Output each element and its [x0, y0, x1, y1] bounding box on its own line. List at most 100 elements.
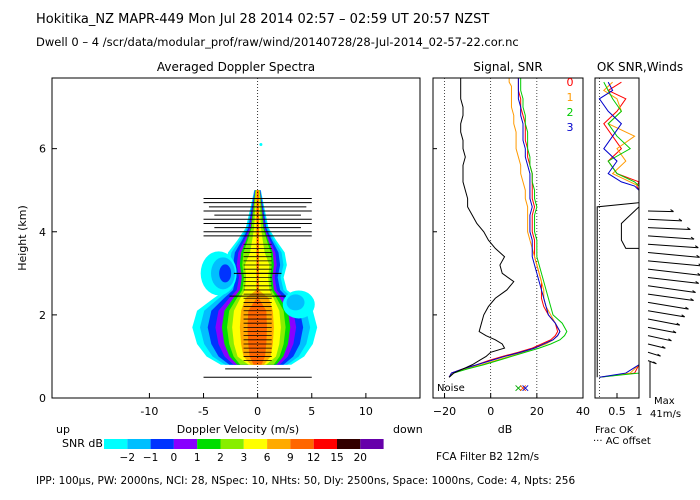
fca-filter-label: FCA Filter B2 12m/s — [436, 451, 539, 463]
winds-frame — [594, 77, 640, 399]
footer-params: IPP: 100µs, PW: 2000ns, NCI: 28, NSpec: … — [36, 475, 575, 487]
colorbar-cell — [220, 439, 244, 449]
wind-barb — [647, 343, 666, 349]
colorbar-cell — [313, 439, 337, 449]
spectra-ytick-label: 6 — [39, 143, 46, 156]
signal-series-signal — [448, 78, 515, 378]
spectra-title: Averaged Doppler Spectra — [157, 60, 315, 74]
wind-barb — [647, 276, 699, 284]
down-label: down — [393, 423, 423, 436]
noise-marker-blue: × — [521, 382, 530, 395]
colorbar-tick-label: 20 — [354, 452, 367, 464]
snr-colorbar: SNR dB −2 −1 0 1 2 3 6 9 12 15 20 — [62, 437, 384, 464]
spectra-lobe-left-inner — [219, 264, 232, 283]
colorbar-tick-label: −2 — [120, 452, 135, 464]
spectra-xtick-label: -5 — [198, 405, 209, 418]
colorbar-cell — [267, 439, 291, 449]
signal-series-2 — [448, 78, 568, 378]
wind-barb-head — [681, 314, 685, 318]
wind-barb-head — [694, 245, 699, 249]
wind-barb-head — [690, 236, 695, 240]
max-label: Max — [654, 396, 675, 407]
colorbar-tick-label: 15 — [330, 452, 343, 464]
signal-xtick-label: −20 — [433, 405, 456, 418]
signal-series-1 — [448, 78, 561, 378]
spectra-ytick-label: 0 — [39, 392, 46, 405]
series-legend-3: 3 — [567, 121, 574, 134]
doppler-spectra-panel: Averaged Doppler Spectra -10 -5 0 5 10 0 2 4 6 H… — [16, 60, 423, 436]
max-speed-label: 41m/s — [650, 409, 681, 420]
signal-snr-panel: Signal, SNR ××× −20 0 20 40 dB Noise FCA Fi… — [432, 60, 590, 463]
wind-barb-head — [672, 330, 677, 334]
wind-barb — [647, 285, 696, 294]
header-station-line: Hokitika_NZ MAPR-449 Mon Jul 28 2014 02:… — [36, 12, 489, 27]
spectra-marks — [192, 78, 318, 398]
wind-barb — [647, 268, 700, 276]
spectra-xlabel: Doppler Velocity (m/s) — [177, 423, 299, 436]
wind-barb — [647, 301, 689, 310]
signal-xtick-label: 20 — [530, 405, 544, 418]
spectra-xtick-label: 10 — [359, 405, 373, 418]
wind-barb-head — [676, 322, 681, 326]
spectra-xtick-label: 0 — [254, 405, 261, 418]
wind-barb-head — [653, 361, 657, 365]
wind-barb — [647, 335, 672, 342]
wind-barb — [647, 227, 691, 231]
winds-legend: 0 1 2 3 — [567, 76, 574, 134]
spectra-ylabel: Height (km) — [16, 205, 29, 271]
colorbar-tick-label: 12 — [307, 452, 320, 464]
frac-ok-label: Frac OK — [595, 425, 634, 436]
spectra-isolated-point — [259, 142, 263, 146]
header: Hokitika_NZ MAPR-449 Mon Jul 28 2014 02:… — [36, 12, 519, 49]
wind-barb-head — [668, 338, 672, 342]
signal-xtick-label: 0 — [487, 405, 494, 418]
colorbar-tick-label: 1 — [194, 452, 201, 464]
wind-barb-head — [696, 254, 700, 258]
signal-xlabel: dB — [498, 423, 513, 436]
signal-series-0 — [448, 78, 559, 378]
wind-barbs — [647, 209, 700, 398]
colorbar-cell — [243, 439, 268, 449]
colorbar-cell — [127, 439, 151, 449]
colorbar-cell — [337, 439, 361, 449]
wind-barb — [647, 210, 674, 213]
wind-barb — [647, 310, 685, 318]
noise-label: Noise — [437, 383, 465, 394]
spectra-frame — [51, 77, 421, 399]
winds-xtick-label: 0.5 — [608, 405, 626, 418]
colorbar-cells: −2 −1 0 1 2 3 6 9 12 15 20 — [104, 439, 384, 464]
spectra-xtick-label: 5 — [308, 405, 315, 418]
wind-barb — [647, 293, 694, 302]
signal-axes: −20 0 20 40 — [433, 148, 590, 418]
winds-title: OK SNR,Winds — [597, 60, 683, 74]
colorbar-tick-label: 2 — [217, 452, 224, 464]
signal-series-3 — [448, 78, 561, 378]
colorbar-cell — [360, 439, 384, 449]
series-legend-1: 1 — [567, 91, 574, 104]
wind-barb-head — [657, 353, 661, 357]
wind-barb-head — [697, 272, 700, 276]
signal-title: Signal, SNR — [473, 60, 542, 74]
spectra-lobe-right-inner — [286, 294, 305, 311]
spectra-xtick-label: -10 — [140, 405, 158, 418]
wind-barb-head — [670, 209, 674, 212]
wind-barb — [647, 235, 695, 240]
series-legend-0: 0 — [567, 76, 574, 89]
spectra-ytick-label: 4 — [39, 226, 46, 239]
colorbar-cell — [290, 439, 314, 449]
wind-barb-head — [678, 218, 683, 222]
wind-barb-head — [692, 290, 696, 293]
colorbar-tick-label: 9 — [287, 452, 294, 464]
wind-barb — [647, 326, 677, 334]
noise-marker-green: × — [514, 382, 523, 395]
spectra-ytick-label: 2 — [39, 309, 46, 322]
colorbar-tick-label: −1 — [143, 452, 158, 464]
wind-barb — [647, 243, 699, 249]
colorbar-cell — [173, 439, 198, 449]
wind-barb-head — [687, 227, 691, 230]
spectra-axes: -10 -5 0 5 10 0 2 4 6 — [39, 143, 373, 418]
signal-frame — [432, 77, 584, 399]
wind-barb-head — [685, 306, 689, 310]
